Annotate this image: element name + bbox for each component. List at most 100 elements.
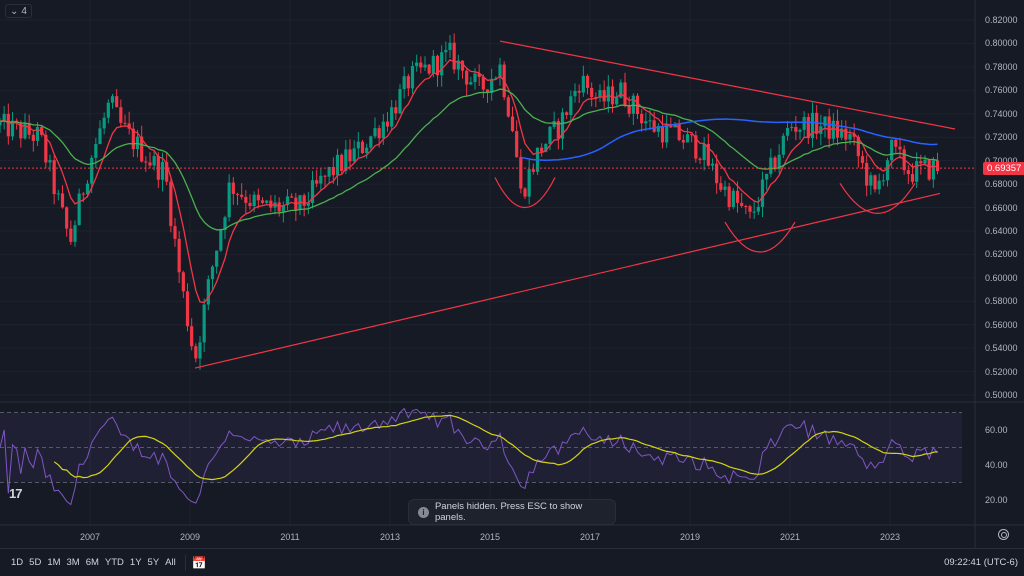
candle bbox=[644, 121, 648, 124]
price-tick: 0.58000 bbox=[985, 296, 1018, 307]
candle bbox=[594, 97, 598, 99]
candle bbox=[123, 122, 127, 124]
range-button-ytd[interactable]: YTD bbox=[104, 557, 124, 568]
candle bbox=[48, 160, 52, 163]
rsi-tick: 40.00 bbox=[985, 460, 1008, 470]
candle bbox=[340, 154, 344, 171]
candle bbox=[869, 175, 873, 186]
candle bbox=[694, 135, 698, 159]
candle bbox=[660, 126, 665, 143]
time-tick: 2017 bbox=[579, 532, 601, 542]
candle bbox=[848, 133, 852, 140]
current-price-label: 0.69357 bbox=[983, 162, 1024, 175]
range-button-3m[interactable]: 3M bbox=[66, 557, 80, 568]
clock[interactable]: 09:22:41 (UTC-6) bbox=[944, 557, 1018, 568]
candle bbox=[444, 50, 448, 53]
candle bbox=[860, 156, 865, 163]
time-tick: 2023 bbox=[879, 532, 901, 542]
candle bbox=[148, 162, 152, 166]
candle bbox=[315, 180, 319, 184]
candle bbox=[652, 120, 656, 132]
candle bbox=[452, 42, 456, 70]
candle bbox=[69, 228, 73, 242]
candle bbox=[648, 120, 652, 122]
candle bbox=[781, 135, 785, 155]
price-tick: 0.64000 bbox=[985, 225, 1018, 236]
candle bbox=[827, 116, 831, 139]
candle bbox=[344, 149, 348, 171]
candle bbox=[873, 175, 877, 190]
rsi-band bbox=[0, 412, 962, 483]
candle bbox=[394, 107, 398, 114]
settings-icon[interactable] bbox=[998, 529, 1009, 540]
candle bbox=[302, 195, 306, 206]
price-tick: 0.50000 bbox=[985, 390, 1018, 400]
candle bbox=[323, 175, 327, 177]
candle bbox=[185, 291, 190, 327]
candle bbox=[131, 128, 135, 150]
candle bbox=[469, 82, 473, 85]
tradingview-logo[interactable]: 17 bbox=[9, 486, 23, 501]
candle bbox=[915, 161, 919, 182]
range-button-1d[interactable]: 1D bbox=[11, 557, 24, 568]
candle bbox=[740, 202, 744, 207]
candle bbox=[331, 166, 335, 176]
candle bbox=[31, 134, 35, 141]
candle bbox=[156, 156, 160, 180]
candle bbox=[610, 86, 615, 105]
candle bbox=[510, 116, 515, 132]
candle bbox=[798, 129, 802, 132]
time-tick: 2015 bbox=[479, 532, 501, 542]
candle bbox=[473, 73, 477, 83]
candle bbox=[623, 82, 627, 106]
price-tick: 0.56000 bbox=[985, 319, 1018, 330]
candle bbox=[540, 147, 544, 152]
range-button-5d[interactable]: 5D bbox=[29, 557, 42, 568]
price-tick: 0.52000 bbox=[985, 366, 1018, 377]
legend-collapse-button[interactable]: ⌄ 4 bbox=[5, 4, 32, 18]
candle bbox=[35, 126, 40, 141]
candle bbox=[285, 196, 290, 206]
candle bbox=[477, 73, 481, 77]
cup-pattern bbox=[494, 177, 556, 208]
range-button-6m[interactable]: 6M bbox=[85, 557, 99, 568]
candle bbox=[281, 205, 285, 212]
candle bbox=[240, 194, 244, 197]
price-tick: 0.80000 bbox=[985, 38, 1018, 49]
candle bbox=[898, 146, 902, 150]
candle bbox=[173, 226, 177, 239]
candle bbox=[56, 193, 60, 195]
candle bbox=[885, 160, 890, 181]
candle bbox=[306, 203, 310, 206]
candle bbox=[727, 186, 731, 208]
price-tick: 0.54000 bbox=[985, 343, 1018, 354]
rsi-line bbox=[0, 407, 938, 506]
price-tick: 0.74000 bbox=[985, 108, 1018, 119]
candle bbox=[602, 90, 606, 102]
candle bbox=[252, 194, 256, 207]
candle bbox=[231, 182, 235, 194]
range-button-all[interactable]: All bbox=[165, 557, 176, 568]
candle bbox=[140, 136, 144, 162]
candle bbox=[481, 76, 485, 90]
candle bbox=[19, 122, 23, 139]
candle bbox=[448, 42, 452, 51]
range-button-5y[interactable]: 5Y bbox=[147, 557, 160, 568]
goto-date-icon[interactable]: 📅 bbox=[191, 555, 207, 570]
candle bbox=[381, 121, 385, 139]
time-tick: 2019 bbox=[679, 532, 701, 542]
candle bbox=[360, 141, 365, 154]
candle bbox=[894, 139, 898, 147]
time-tick: 2013 bbox=[379, 532, 401, 542]
range-button-1y[interactable]: 1Y bbox=[129, 557, 142, 568]
candle bbox=[910, 174, 915, 182]
rsi-tick: 60.00 bbox=[985, 425, 1008, 435]
candle bbox=[935, 160, 940, 172]
candle bbox=[181, 272, 185, 292]
range-button-1m[interactable]: 1M bbox=[47, 557, 61, 568]
candle bbox=[260, 200, 265, 203]
candle bbox=[785, 127, 790, 136]
candle bbox=[390, 107, 394, 127]
candle bbox=[865, 162, 869, 186]
